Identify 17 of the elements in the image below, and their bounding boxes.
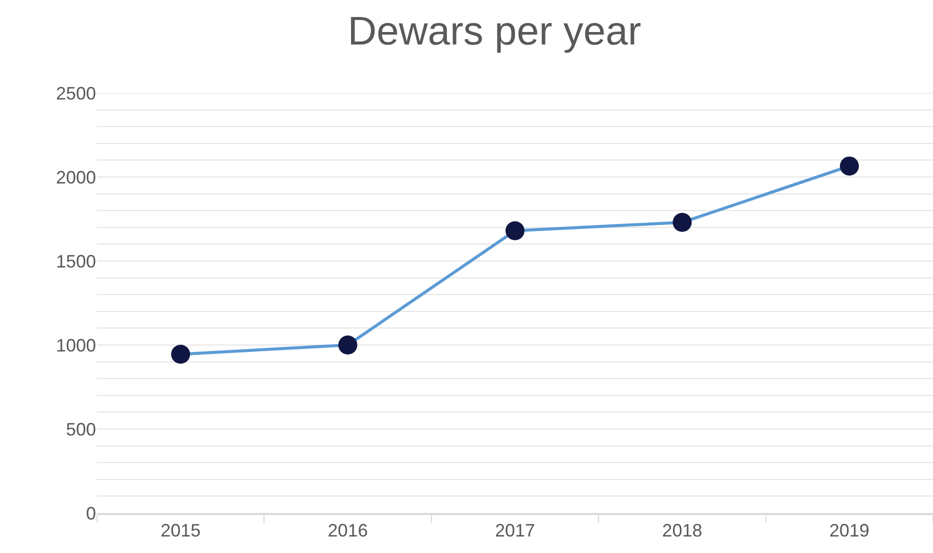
point xyxy=(171,344,190,364)
y-tick-label: 1500 xyxy=(56,251,96,272)
point xyxy=(840,156,859,176)
y-tick-label: 2000 xyxy=(56,167,96,188)
y-tick-label: 1000 xyxy=(56,335,96,356)
point xyxy=(506,221,524,240)
x-tick-label: 2018 xyxy=(662,520,702,540)
x-tick-label: 2017 xyxy=(494,520,536,540)
y-tick-label: 500 xyxy=(66,419,96,440)
point xyxy=(338,336,358,354)
y-tick-label: 2500 xyxy=(56,83,96,104)
y-tick-label: 0 xyxy=(86,503,96,524)
x-tick-label: 2016 xyxy=(328,520,368,540)
x-tick-label: 2019 xyxy=(829,520,870,540)
chart-title: Dewars per year xyxy=(348,10,642,54)
x-tick-label: 2015 xyxy=(160,520,201,540)
point xyxy=(672,212,692,232)
